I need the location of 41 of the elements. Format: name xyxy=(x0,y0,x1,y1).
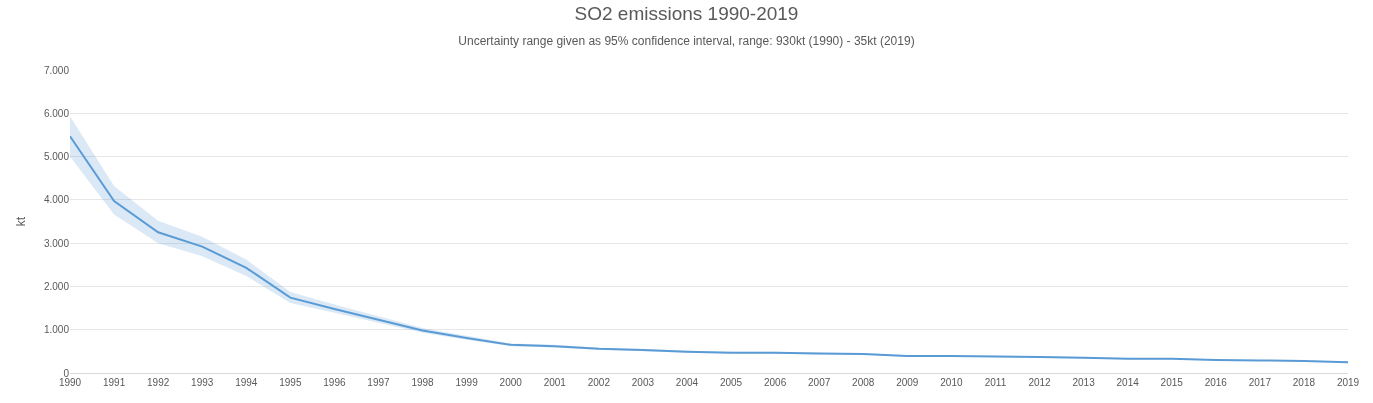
x-tick-label: 2010 xyxy=(940,377,963,388)
chart-subtitle: Uncertainty range given as 95% confidence interval, range: 930kt (1990) - 35kt (2019) xyxy=(458,33,915,48)
x-tick-label: 1992 xyxy=(147,377,170,388)
y-tick-label: 1.000 xyxy=(43,324,70,336)
y-axis-title: kt xyxy=(14,216,29,227)
x-tick-label: 2008 xyxy=(852,377,875,388)
x-tick-label: 1991 xyxy=(102,377,126,388)
x-tick-label: 2016 xyxy=(1204,377,1228,388)
y-tick-label: 4.000 xyxy=(43,194,70,206)
x-tick-label: 1990 xyxy=(58,377,82,388)
x-tick-label: 1993 xyxy=(191,377,214,388)
x-tick-label: 2004 xyxy=(675,377,699,388)
x-tick-label: 2000 xyxy=(499,377,523,388)
y-tick-label: 7.000 xyxy=(43,64,70,76)
x-tick-label: 1995 xyxy=(279,377,302,388)
y-tick-label: 3.000 xyxy=(43,237,70,249)
x-tick-label: 1998 xyxy=(411,377,435,388)
x-tick-label: 2019 xyxy=(1336,377,1360,388)
x-tick-label: 1997 xyxy=(367,377,391,388)
x-tick-label: 2005 xyxy=(719,377,743,388)
x-tick-label: 2014 xyxy=(1116,377,1140,388)
x-tick-label: 2006 xyxy=(763,377,787,388)
x-tick-label: 2013 xyxy=(1072,377,1096,388)
y-tick-label: 6.000 xyxy=(43,107,70,119)
x-tick-label: 2015 xyxy=(1160,377,1184,388)
x-tick-label: 1999 xyxy=(455,377,479,388)
x-tick-label: 2009 xyxy=(896,377,919,388)
chart-title: SO2 emissions 1990-2019 xyxy=(574,3,799,25)
y-tick-label: 5.000 xyxy=(43,151,70,163)
x-tick-label: 2017 xyxy=(1248,377,1272,388)
x-tick-label: 2001 xyxy=(543,377,567,388)
y-tick-label: 2.000 xyxy=(43,280,70,292)
x-tick-label: 2011 xyxy=(984,377,1007,388)
x-tick-label: 2018 xyxy=(1292,377,1316,388)
x-tick-label: 2002 xyxy=(587,377,611,388)
x-tick-label: 2007 xyxy=(808,377,831,388)
x-tick-label: 1996 xyxy=(323,377,346,388)
x-tick-label: 2012 xyxy=(1028,377,1052,388)
x-tick-label: 1994 xyxy=(235,377,258,388)
y-tick-label: 0 xyxy=(63,367,70,379)
x-tick-label: 2003 xyxy=(631,377,655,388)
